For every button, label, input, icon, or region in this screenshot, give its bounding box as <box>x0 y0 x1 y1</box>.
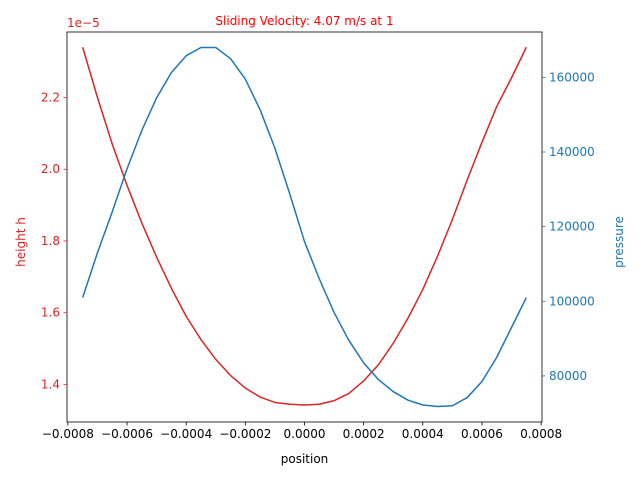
pressure-series-line <box>81 46 527 408</box>
height-series-line <box>81 46 527 406</box>
right-tick-label: 160000 <box>549 70 595 84</box>
x-tick-label: −0.0006 <box>101 427 153 441</box>
axes: −0.0008 −0.0006 −0.0004 −0.0002 0.0000 0.0002… <box>41 31 595 441</box>
right-tick-label: 100000 <box>549 294 595 308</box>
plot-area <box>81 46 527 408</box>
x-tick-label: −0.0004 <box>160 427 212 441</box>
right-tick-label: 120000 <box>549 220 595 234</box>
left-tick-label: 2.0 <box>41 162 60 176</box>
chart-title: Sliding Velocity: 4.07 m/s at 1 <box>215 14 393 28</box>
right-tick-label: 140000 <box>549 145 595 159</box>
left-axis-label: height h <box>14 217 28 267</box>
right-axis-label: pressure <box>612 216 626 268</box>
left-tick-label: 1.6 <box>41 306 60 320</box>
left-axis-offset-text: 1e−5 <box>67 16 100 30</box>
x-tick-label: 0.0002 <box>343 427 385 441</box>
plot-frame <box>66 31 543 423</box>
x-tick-label: −0.0008 <box>42 427 94 441</box>
x-tick-label: 0.0008 <box>520 427 562 441</box>
x-tick-label: 0.0000 <box>284 427 326 441</box>
x-tick-label: 0.0006 <box>461 427 503 441</box>
right-tick-label: 80000 <box>549 369 587 383</box>
x-tick-label: 0.0004 <box>402 427 444 441</box>
left-tick-label: 1.4 <box>41 378 60 392</box>
left-tick-label: 1.8 <box>41 234 60 248</box>
x-axis-label: position <box>281 452 329 466</box>
left-tick-label: 2.2 <box>41 90 60 104</box>
x-tick-label: −0.0002 <box>219 427 271 441</box>
